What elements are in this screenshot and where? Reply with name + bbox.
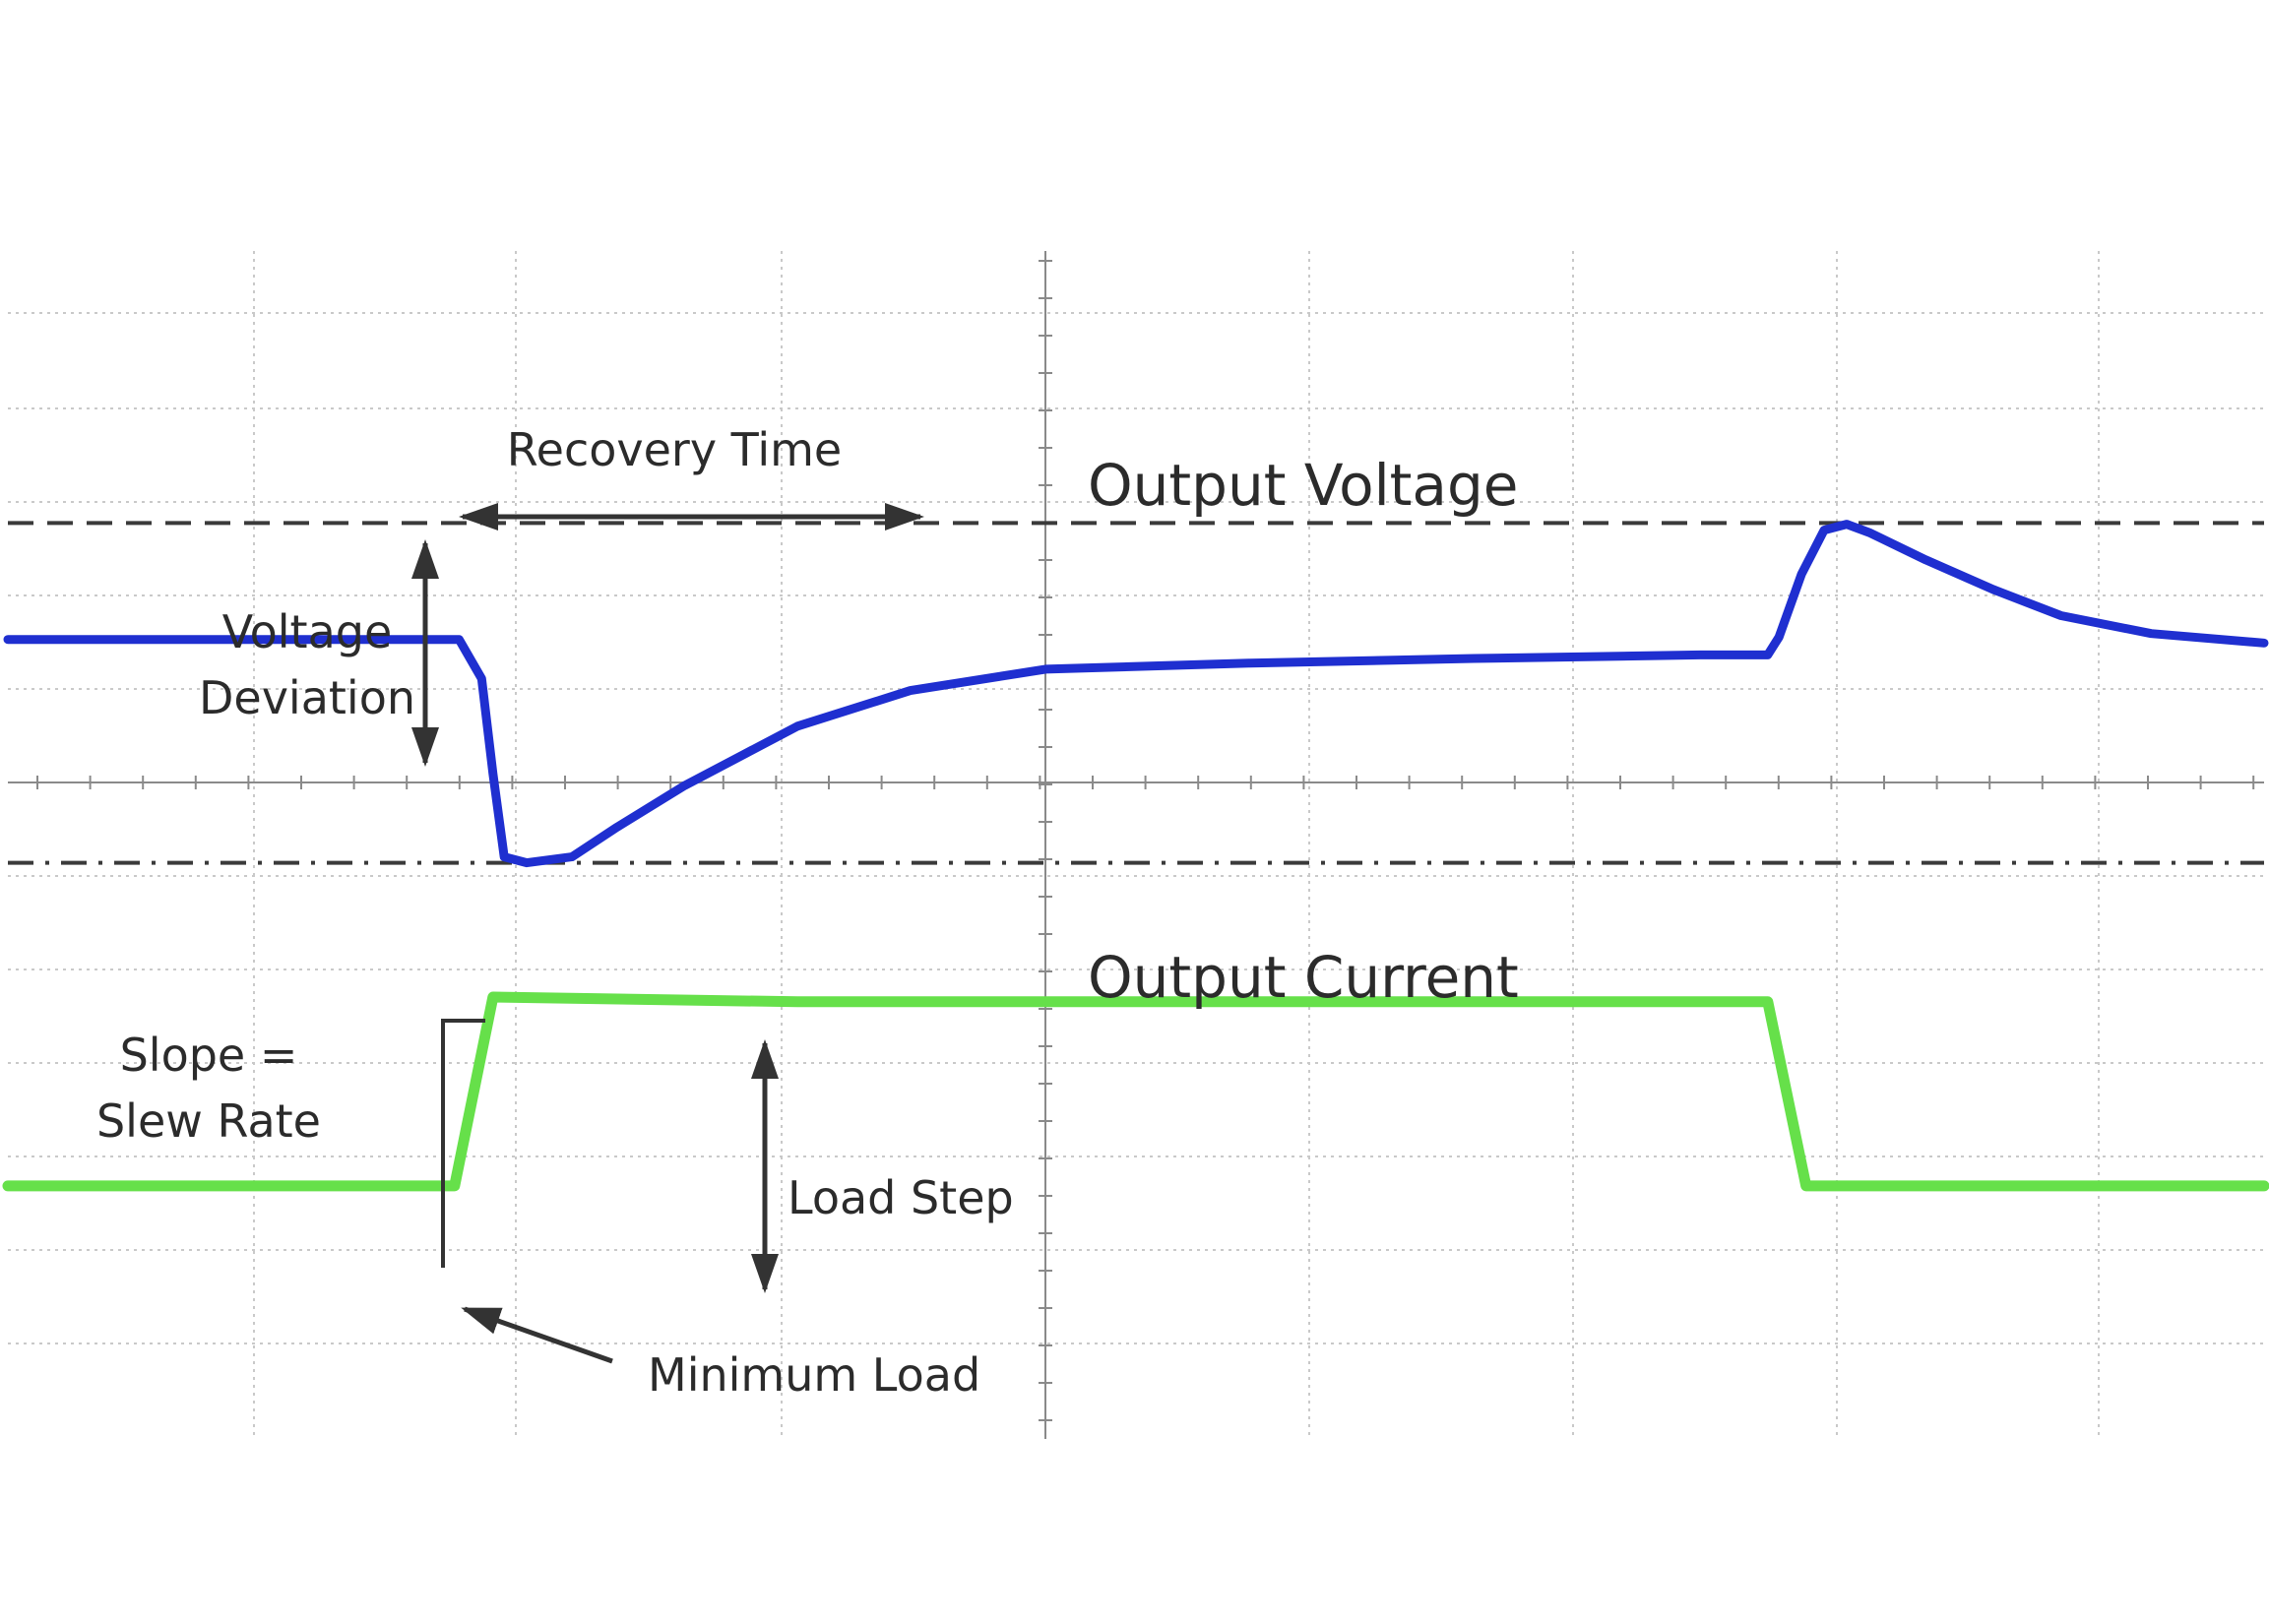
annotation-labels: Recovery Time Voltage Deviation Output V… xyxy=(96,423,1519,1402)
series-line-output-voltage xyxy=(3,520,2269,868)
slew-rate-bracket xyxy=(441,1019,485,1268)
reference-lines xyxy=(8,521,2264,865)
annotation-arrows xyxy=(411,503,924,1364)
slew-rate-label-line1: Slope = xyxy=(120,1029,298,1082)
voltage-deviation-label-line2: Deviation xyxy=(199,671,415,724)
output-voltage-label: Output Voltage xyxy=(1088,452,1518,519)
minimum-load-label: Minimum Load xyxy=(648,1348,980,1402)
grid xyxy=(8,251,2264,1439)
slew-rate-label-line2: Slew Rate xyxy=(96,1094,321,1148)
minimum-load-arrow xyxy=(461,1306,613,1364)
series-line-output-current xyxy=(2,991,2269,1192)
voltage-deviation-label-line1: Voltage xyxy=(222,605,393,658)
load-step-label: Load Step xyxy=(788,1171,1014,1224)
series-traces xyxy=(2,520,2269,1192)
recovery-time-label: Recovery Time xyxy=(507,423,843,476)
output-current-label: Output Current xyxy=(1088,944,1519,1011)
